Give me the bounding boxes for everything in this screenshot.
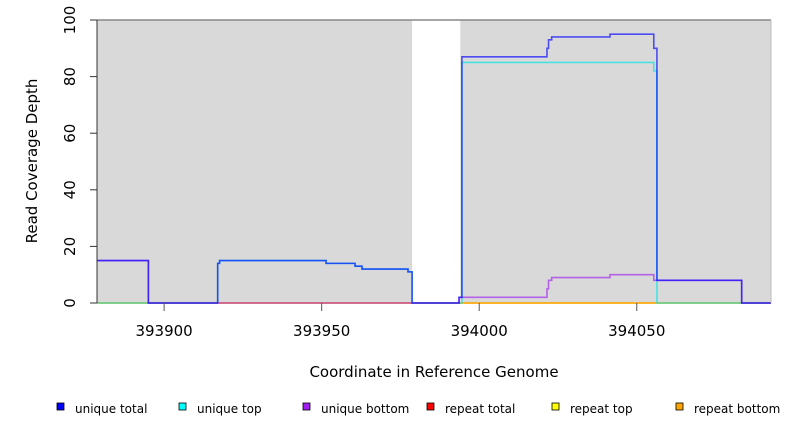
y-axis-label: Read Coverage Depth bbox=[23, 79, 41, 244]
x-tick-label: 393950 bbox=[293, 322, 350, 340]
legend-label: repeat top bbox=[570, 402, 633, 416]
y-tick-label: 100 bbox=[61, 6, 79, 35]
x-tick-label: 394050 bbox=[608, 322, 665, 340]
legend-swatch-unique-bottom bbox=[302, 402, 311, 411]
legend-label: repeat bottom bbox=[694, 402, 780, 416]
legend-swatch-unique-top bbox=[178, 402, 187, 411]
legend-label: repeat total bbox=[445, 402, 515, 416]
legend-label: unique top bbox=[197, 402, 262, 416]
x-tick-label: 393900 bbox=[135, 322, 192, 340]
shaded-region-0 bbox=[97, 20, 413, 303]
series-unique-total bbox=[97, 33, 771, 304]
y-tick-label: 40 bbox=[61, 180, 79, 199]
shaded-region-1 bbox=[460, 20, 771, 303]
x-axis-label: Coordinate in Reference Genome bbox=[309, 363, 558, 381]
legend-swatch-repeat-total bbox=[426, 402, 435, 411]
legend-swatch-repeat-top bbox=[551, 402, 560, 411]
legend-label: unique bottom bbox=[321, 402, 409, 416]
y-tick-label: 80 bbox=[61, 67, 79, 86]
legend: unique total unique top unique bottom repea… bbox=[56, 402, 780, 416]
y-tick-label: 20 bbox=[61, 237, 79, 256]
y-tick-label: 60 bbox=[61, 124, 79, 143]
y-tick-label: 0 bbox=[61, 298, 79, 308]
legend-label: unique total bbox=[75, 402, 147, 416]
x-tick-label: 394000 bbox=[451, 322, 508, 340]
legend-swatch-repeat-bottom bbox=[675, 402, 684, 411]
legend-swatch-unique-total bbox=[56, 402, 65, 411]
